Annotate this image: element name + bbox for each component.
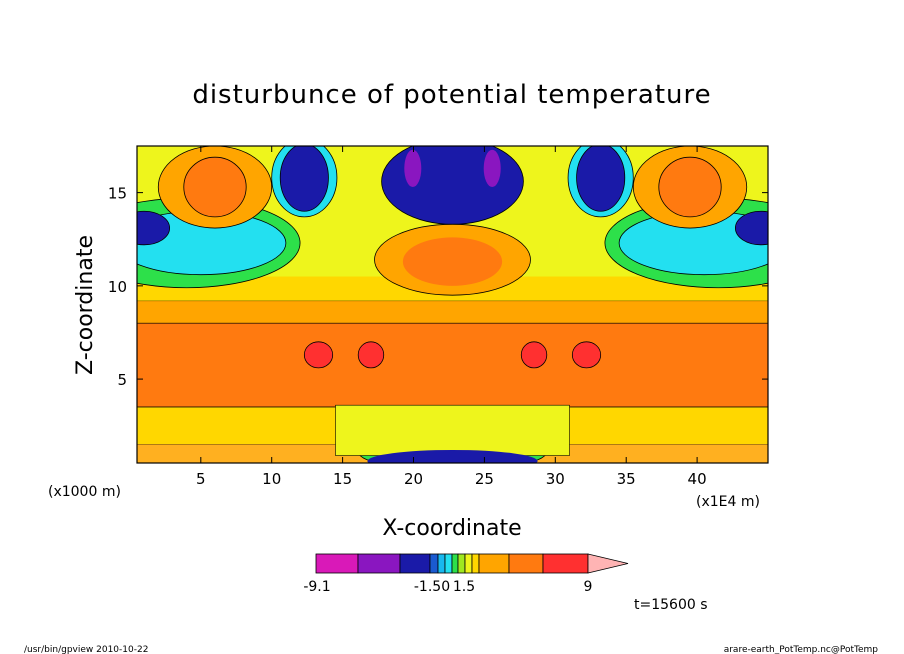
colorbar-cell [451,553,459,574]
colorbar-cell [315,553,359,574]
footer-left: /usr/bin/gpview 2010-10-22 [24,645,148,654]
colorbar-cell [471,553,480,574]
x-tick-label: 30 [546,470,565,488]
x-axis: 5 10 15 20 25 30 35 40 [196,146,707,488]
footer-right: arare-earth_PotTemp.nc@PotTemp [724,645,879,654]
colorbar-cell [464,553,473,574]
colorbar: -9.1 -1.50 1.5 9 [303,553,629,595]
x-tick-label: 35 [617,470,636,488]
field-surface-turbulence [335,404,570,456]
colorbar-tick-label: -1.50 [414,579,450,595]
y-axis-label: Z-coordinate [73,235,98,375]
x-tick-label: 5 [196,470,206,488]
field-upper-core-right [658,156,722,218]
plot-frame [136,145,769,464]
field-center-purple-right [483,149,501,188]
x-tick-label: 10 [262,470,281,488]
field-blue-spot-left [137,210,171,246]
colorbar-cell [542,553,589,574]
colorbar-tick-label: -9.1 [303,579,330,595]
x-axis-label: X-coordinate [382,516,521,541]
colorbar-tick-label: 1.5 [453,579,475,595]
field-upper-core-left [183,156,247,218]
field-red-blob-right [571,341,602,369]
field-center-core [402,237,503,286]
field-red-blob-inner-left [357,341,385,369]
colorbar-cell [508,553,544,574]
field-center-blue [381,146,524,225]
time-label: t=15600 s [634,597,708,613]
chart-title: disturbunce of potential temperature [192,80,711,110]
field-upper-blue-left [279,146,329,212]
plot-area [137,146,768,463]
x-unit-label: (x1000 m) [48,484,121,500]
x-tick-label: 15 [333,470,352,488]
colorbar-cell [444,553,453,574]
colorbar-cell [429,553,439,574]
field-red-blob-left [303,341,334,369]
y-tick-label: 5 [117,371,127,389]
field-upper-blue-right [576,146,626,212]
y-axis: 5 10 15 [108,185,768,389]
field-band-positive [137,322,768,408]
y-tick-label: 10 [108,278,127,296]
field-surface-blue [367,449,538,463]
y-tick-label: 15 [108,185,127,203]
field-center-purple-left [404,149,422,188]
x-tick-label: 40 [688,470,707,488]
colorbar-tick-label: 9 [584,579,593,595]
colorbar-extension [587,553,629,574]
x-scale-label: (x1E4 m) [696,494,760,510]
colorbar-cell [357,553,401,574]
field-blue-spot-right [734,210,768,246]
field-red-blob-inner-right [520,341,548,369]
field-band-transition [137,300,768,324]
colorbar-cell [399,553,431,574]
colorbar-cell [437,553,446,574]
colorbar-cell [478,553,510,574]
colorbar-cell [457,553,466,574]
x-tick-label: 25 [475,470,494,488]
x-tick-label: 20 [404,470,423,488]
